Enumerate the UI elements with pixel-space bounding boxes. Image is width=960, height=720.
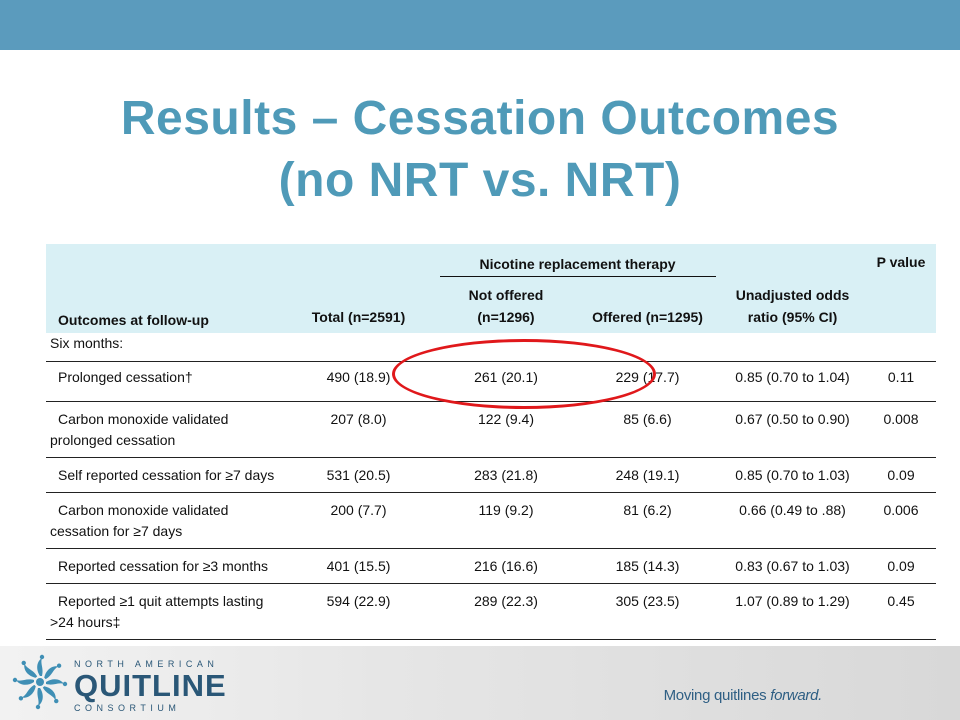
- slide-title-line-2: (no NRT vs. NRT): [278, 154, 682, 207]
- cell-odds-ratio: 0.85 (0.70 to 1.03): [719, 457, 866, 493]
- top-banner: [0, 0, 960, 50]
- cell-p-value: 0.09: [866, 548, 936, 584]
- header-total: Total (n=2591): [281, 277, 436, 333]
- cell-offered: 185 (14.3): [576, 548, 719, 584]
- header-offered: Offered (n=1295): [576, 277, 719, 333]
- logo-bottom-text: CONSORTIUM: [74, 703, 181, 713]
- cell-offered: 248 (19.1): [576, 457, 719, 493]
- header-outcome: Outcomes at follow-up: [46, 277, 281, 333]
- header-odds-ratio: Unadjusted odds ratio (95% CI): [719, 277, 866, 333]
- cell-p-value: 0.006: [866, 492, 936, 549]
- table-row: Reported cessation for ≥3 months 401 (15…: [46, 548, 936, 584]
- cell-not-offered: 289 (22.3): [436, 583, 576, 640]
- header-not-offered: Not offered (n=1296): [436, 277, 576, 333]
- cell-odds-ratio: 0.85 (0.70 to 1.04): [719, 361, 866, 402]
- tagline: Moving quitlines forward.: [663, 687, 823, 704]
- row-label: Reported ≥1 quit attempts lasting >24 ho…: [46, 583, 281, 640]
- header-blank: [281, 244, 436, 277]
- cell-not-offered: 122 (9.4): [436, 401, 576, 458]
- table-row: Carbon monoxide validated cessation for …: [46, 492, 936, 549]
- cell-odds-ratio: 0.83 (0.67 to 1.03): [719, 548, 866, 584]
- footer-band: [0, 646, 960, 720]
- cell-total: 490 (18.9): [281, 361, 436, 402]
- cell-odds-ratio: 0.67 (0.50 to 0.90): [719, 401, 866, 458]
- slide-title-line-1: Results – Cessation Outcomes: [120, 92, 840, 145]
- row-label: Carbon monoxide validated prolonged cess…: [46, 401, 281, 458]
- results-table: Nicotine replacement therapy P value Out…: [46, 244, 936, 640]
- section-label: Six months:: [46, 333, 936, 362]
- table-row: Prolonged cessation† 490 (18.9) 261 (20.…: [46, 361, 936, 402]
- table-row: Self reported cessation for ≥7 days 531 …: [46, 457, 936, 493]
- slide-title: Results – Cessation Outcomes (no NRT vs.…: [0, 88, 960, 212]
- cell-not-offered: 283 (21.8): [436, 457, 576, 493]
- cell-p-value: 0.45: [866, 583, 936, 640]
- tagline-plain: Moving quitlines: [663, 687, 771, 704]
- logo-top-text: NORTH AMERICAN: [74, 659, 219, 669]
- cell-total: 401 (15.5): [281, 548, 436, 584]
- cell-offered: 85 (6.6): [576, 401, 719, 458]
- header-blank: [46, 244, 281, 277]
- row-label: Reported cessation for ≥3 months: [46, 548, 281, 584]
- quitline-logo-wordmark: NORTH AMERICAN QUITLINE CONSORTIUM: [74, 658, 227, 714]
- header-blank: [719, 244, 866, 277]
- section-row: Six months:: [46, 333, 936, 362]
- header-nrt-group: Nicotine replacement therapy: [436, 244, 719, 277]
- cell-total: 200 (7.7): [281, 492, 436, 549]
- cell-total: 207 (8.0): [281, 401, 436, 458]
- table-row: Carbon monoxide validated prolonged cess…: [46, 401, 936, 458]
- row-label: Prolonged cessation†: [46, 361, 281, 402]
- quitline-logo-icon: [12, 654, 68, 710]
- cell-odds-ratio: 0.66 (0.49 to .88): [719, 492, 866, 549]
- row-label: Self reported cessation for ≥7 days: [46, 457, 281, 493]
- cell-offered: 229 (17.7): [576, 361, 719, 402]
- header-p-value: P value: [866, 244, 936, 333]
- cell-p-value: 0.008: [866, 401, 936, 458]
- cell-p-value: 0.09: [866, 457, 936, 493]
- logo-main-text: QUITLINE: [74, 668, 227, 703]
- row-label: Carbon monoxide validated cessation for …: [46, 492, 281, 549]
- cell-offered: 81 (6.2): [576, 492, 719, 549]
- tagline-emphasis: forward.: [770, 687, 822, 704]
- cell-odds-ratio: 1.07 (0.89 to 1.29): [719, 583, 866, 640]
- cell-not-offered: 261 (20.1): [436, 361, 576, 402]
- cell-not-offered: 216 (16.6): [436, 548, 576, 584]
- cell-total: 594 (22.9): [281, 583, 436, 640]
- cell-offered: 305 (23.5): [576, 583, 719, 640]
- cell-not-offered: 119 (9.2): [436, 492, 576, 549]
- table-row: Reported ≥1 quit attempts lasting >24 ho…: [46, 583, 936, 640]
- cell-total: 531 (20.5): [281, 457, 436, 493]
- cell-p-value: 0.11: [866, 361, 936, 402]
- results-table-container: Nicotine replacement therapy P value Out…: [46, 244, 936, 640]
